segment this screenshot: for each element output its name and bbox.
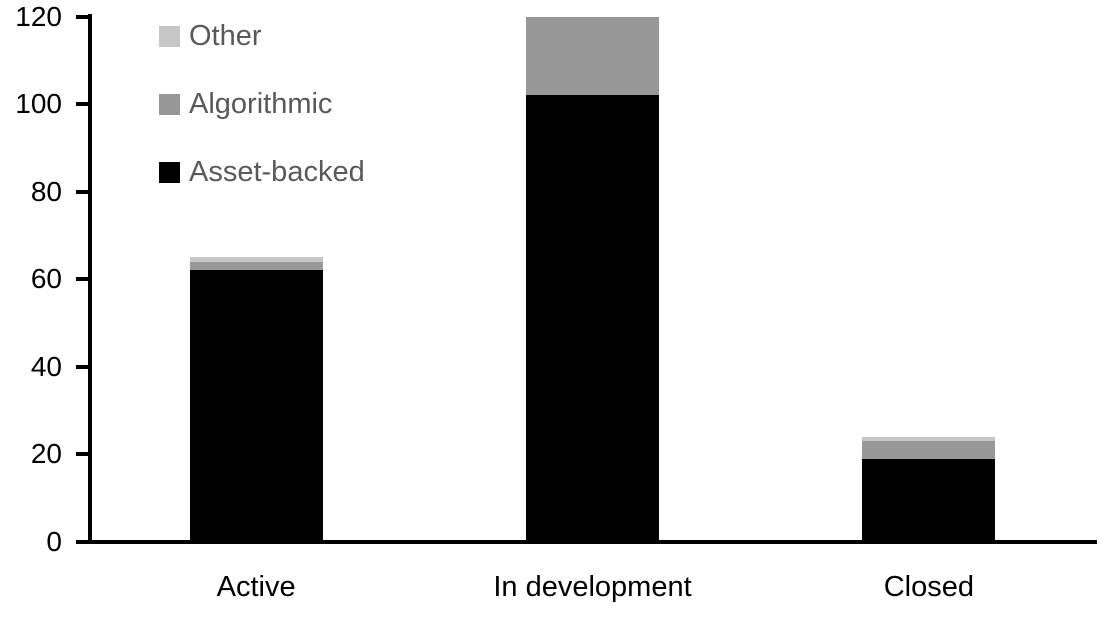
legend-item-asset-backed: Asset-backed <box>159 158 365 187</box>
bar-segment-asset-backed <box>862 458 996 542</box>
y-axis-tick-label: 40 <box>30 350 62 382</box>
x-axis-label: Active <box>216 571 296 603</box>
y-axis-tick-label: 20 <box>30 438 62 470</box>
y-axis-tick <box>76 189 88 194</box>
legend-item-other: Other <box>159 22 262 51</box>
y-axis-tick-label: 0 <box>46 526 62 557</box>
legend-item-algorithmic: Algorithmic <box>159 90 332 119</box>
y-axis-line <box>88 14 92 544</box>
y-axis-tick-label: 100 <box>15 88 62 120</box>
y-axis-tick-label: 80 <box>30 175 62 207</box>
y-axis-tick-label: 120 <box>15 0 62 32</box>
legend-item-label: Asset-backed <box>189 156 365 188</box>
bar-segment-algorithmic <box>189 261 323 271</box>
legend-swatch-icon <box>159 162 180 183</box>
legend-swatch-icon <box>159 94 180 115</box>
y-axis-tick <box>76 452 88 457</box>
y-axis-tick <box>76 364 88 369</box>
x-axis-line <box>88 540 1097 544</box>
bar-segment-asset-backed <box>189 270 323 542</box>
legend-item-label: Other <box>189 20 262 52</box>
x-axis-label: In development <box>493 571 692 603</box>
bar-segment-algorithmic <box>862 441 996 459</box>
x-axis-label: Closed <box>883 571 974 603</box>
bar-segment-other <box>189 257 323 262</box>
bar-segment-other <box>862 436 996 442</box>
y-axis-tick <box>76 102 88 107</box>
bar-segment-asset-backed <box>526 95 659 542</box>
legend-swatch-icon <box>159 26 180 47</box>
y-axis-tick-label: 60 <box>30 263 62 295</box>
y-axis-tick <box>76 14 88 19</box>
y-axis-tick <box>76 540 88 544</box>
legend-item-label: Algorithmic <box>189 88 333 120</box>
bar-segment-algorithmic <box>526 16 659 96</box>
y-axis-tick <box>76 277 88 282</box>
